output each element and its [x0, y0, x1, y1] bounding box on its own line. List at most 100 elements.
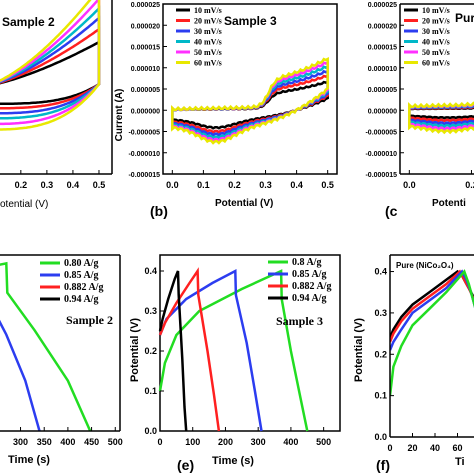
panel-b-y-tick-label: 0.000020	[131, 23, 160, 30]
panel-f-x-tick-label: 60	[452, 443, 462, 453]
panel-a-x-tick-label: 0.2	[15, 180, 28, 190]
panel-f-x-tick-label: 40	[430, 443, 440, 453]
panel-e: 0 100 200 300 400 500 0.0 0.1 0.2 0.3 0.4 0.8 A/g…	[129, 254, 341, 473]
panel-e-legend-label: 0.8 A/g	[292, 257, 321, 268]
panel-b-letter: (b)	[150, 203, 168, 219]
panel-c-y-tick-label: 0.000020	[368, 23, 397, 30]
panel-b-x-tick-label: 0.0	[166, 180, 179, 190]
panel-a-x-tick-label: 0.3	[41, 180, 54, 190]
panel-f-y-tick-label: 0.2	[374, 349, 387, 359]
panel-f: 0 20 40 60 0.0 0.1 0.2 0.3 0.4 Pure (NiCo₂O₄) T…	[353, 254, 474, 473]
panel-c-legend-label: 10 mV/s	[422, 6, 450, 15]
panel-b-y-tick-label: 0.000010	[131, 66, 160, 73]
panel-c-y-tick-label: 0.000010	[368, 66, 397, 73]
panel-b-y-tick-label: 0.000025	[131, 2, 160, 9]
panel-a-x-tick-label: 0.4	[67, 180, 80, 190]
panel-f-x-label: Ti	[455, 456, 465, 468]
panel-c-y-tick-label: 0.000000	[368, 108, 397, 115]
panel-c-y-tick-label: -0.000005	[365, 130, 397, 137]
panel-c-legend-label: 50 mV/s	[422, 48, 450, 57]
panel-e-series-085Ag	[158, 268, 263, 432]
panel-f-curves	[390, 269, 474, 396]
panel-f-x-tick-label: 0	[387, 443, 392, 453]
panel-b-x-tick-label: 0.2	[228, 180, 241, 190]
panel-e-x-tick-label: 0	[157, 437, 162, 447]
panel-c-x-ticks: 0.0 0.2	[403, 170, 474, 190]
panel-d-legend-label: 0.882 A/g	[64, 282, 103, 293]
panel-d-legend: 0.80 A/g0.85 A/g0.882 A/g0.94 A/g	[40, 258, 103, 305]
panel-c-y-tick-label: 0.000025	[368, 2, 397, 9]
panel-d: 300 350 400 450 500 0.80 A/g0.85 A/g0.882 A/…	[0, 254, 123, 466]
panel-b-y-tick-label: 0.000000	[131, 108, 160, 115]
panel-e-curves	[158, 267, 309, 432]
panel-e-legend-label: 0.882 A/g	[292, 281, 331, 292]
panel-e-series-094Ag	[158, 270, 188, 432]
panel-c-legend-label: 60 mV/s	[422, 59, 450, 68]
panel-c-legend-label: 40 mV/s	[422, 38, 450, 47]
panel-d-x-tick-label: 300	[13, 437, 28, 447]
panel-e-y-tick-label: 0.3	[144, 306, 157, 316]
panel-d-x-ticks: 300 350 400 450 500	[13, 427, 123, 447]
panel-e-x-tick-label: 100	[185, 437, 200, 447]
panel-b-series-60mVs	[171, 56, 329, 145]
panel-b-y-tick-label: -0.000005	[128, 130, 160, 137]
panel-c-x-label: Potenti	[432, 198, 466, 209]
panel-a-series-60mVs	[0, 0, 101, 131]
panel-e-y-tick-label: 0.0	[144, 426, 157, 436]
panel-f-y-label: Potential (V)	[353, 318, 365, 383]
panel-d-series-085Ag	[0, 319, 41, 431]
panel-e-letter: (e)	[177, 457, 194, 473]
panel-c-y-tick-label: 0.000005	[368, 87, 397, 94]
panel-d-x-tick-label: 500	[108, 437, 123, 447]
panel-f-x-tick-label: 20	[407, 443, 417, 453]
panel-d-curves	[0, 261, 92, 431]
panel-a-curves	[0, 0, 101, 131]
panel-c-x-tick-label: 0.2	[465, 180, 474, 190]
panel-b: 0.0 0.1 0.2 0.3 0.4 0.5 0.0000250.0000200.000…	[114, 2, 338, 219]
panel-c-series-60mVs	[408, 101, 474, 135]
panel-b-curves	[171, 56, 329, 145]
panel-b-x-tick-label: 0.3	[259, 180, 272, 190]
panel-c-legend: 10 mV/s 20 mV/s30 mV/s 40 mV/s50 mV/s 60 mV…	[404, 6, 450, 68]
panel-b-sample-label: Sample 3	[224, 14, 277, 28]
panel-b-legend-label: 30 mV/s	[194, 27, 222, 36]
panel-e-y-tick-label: 0.2	[144, 346, 157, 356]
panel-b-legend-label: 40 mV/s	[194, 38, 222, 47]
panel-a: 0.2 0.3 0.4 0.5 Sample 2 otential (V)	[0, 0, 113, 210]
panel-d-x-label: Time (s)	[8, 454, 50, 466]
panel-b-x-ticks: 0.0 0.1 0.2 0.3 0.4 0.5	[166, 170, 334, 190]
panel-e-frame	[159, 254, 341, 432]
panel-e-x-ticks: 0 100 200 300 400 500	[157, 427, 331, 447]
panel-a-sample-label: Sample 2	[2, 15, 55, 29]
panel-e-series-08Ag	[158, 269, 309, 432]
panel-b-y-tick-label: -0.000015	[128, 172, 160, 179]
panel-b-y-tick-label: 0.000005	[131, 87, 160, 94]
panel-e-x-tick-label: 300	[251, 437, 266, 447]
panel-b-x-label: Potential (V)	[215, 198, 273, 209]
panel-f-y-tick-label: 0.3	[374, 308, 387, 318]
panel-f-letter: (f)	[376, 457, 390, 473]
panel-c-x-tick-label: 0.0	[403, 180, 416, 190]
panel-e-x-label: Time (s)	[212, 455, 254, 467]
panel-f-series-3	[390, 269, 474, 396]
panel-e-series-0882Ag	[158, 267, 221, 432]
panel-c-y-tick-label: -0.000015	[365, 172, 397, 179]
panel-f-y-tick-label: 0.0	[374, 432, 387, 442]
panel-e-x-tick-label: 500	[316, 437, 331, 447]
panel-f-y-tick-label: 0.4	[374, 267, 387, 277]
panel-c-legend-label: 30 mV/s	[422, 27, 450, 36]
panel-b-x-tick-label: 0.4	[290, 180, 303, 190]
panel-c-sample-label: Pur	[455, 11, 474, 25]
panel-e-y-label: Potential (V)	[129, 318, 141, 383]
panel-f-series-2	[390, 269, 474, 351]
panel-e-y-tick-label: 0.4	[144, 266, 157, 276]
panel-e-legend-label: 0.94 A/g	[292, 293, 326, 304]
panel-d-legend-label: 0.80 A/g	[64, 258, 98, 269]
panel-a-x-tick-label: 0.5	[93, 180, 106, 190]
panel-e-legend: 0.8 A/g0.85 A/g0.882 A/g0.94 A/g	[268, 257, 331, 304]
panel-b-legend-label: 60 mV/s	[194, 59, 222, 68]
panel-d-legend-label: 0.85 A/g	[64, 270, 98, 281]
panel-f-sample-label: Pure (NiCo₂O₄)	[396, 261, 454, 270]
panel-b-x-tick-label: 0.5	[321, 180, 334, 190]
